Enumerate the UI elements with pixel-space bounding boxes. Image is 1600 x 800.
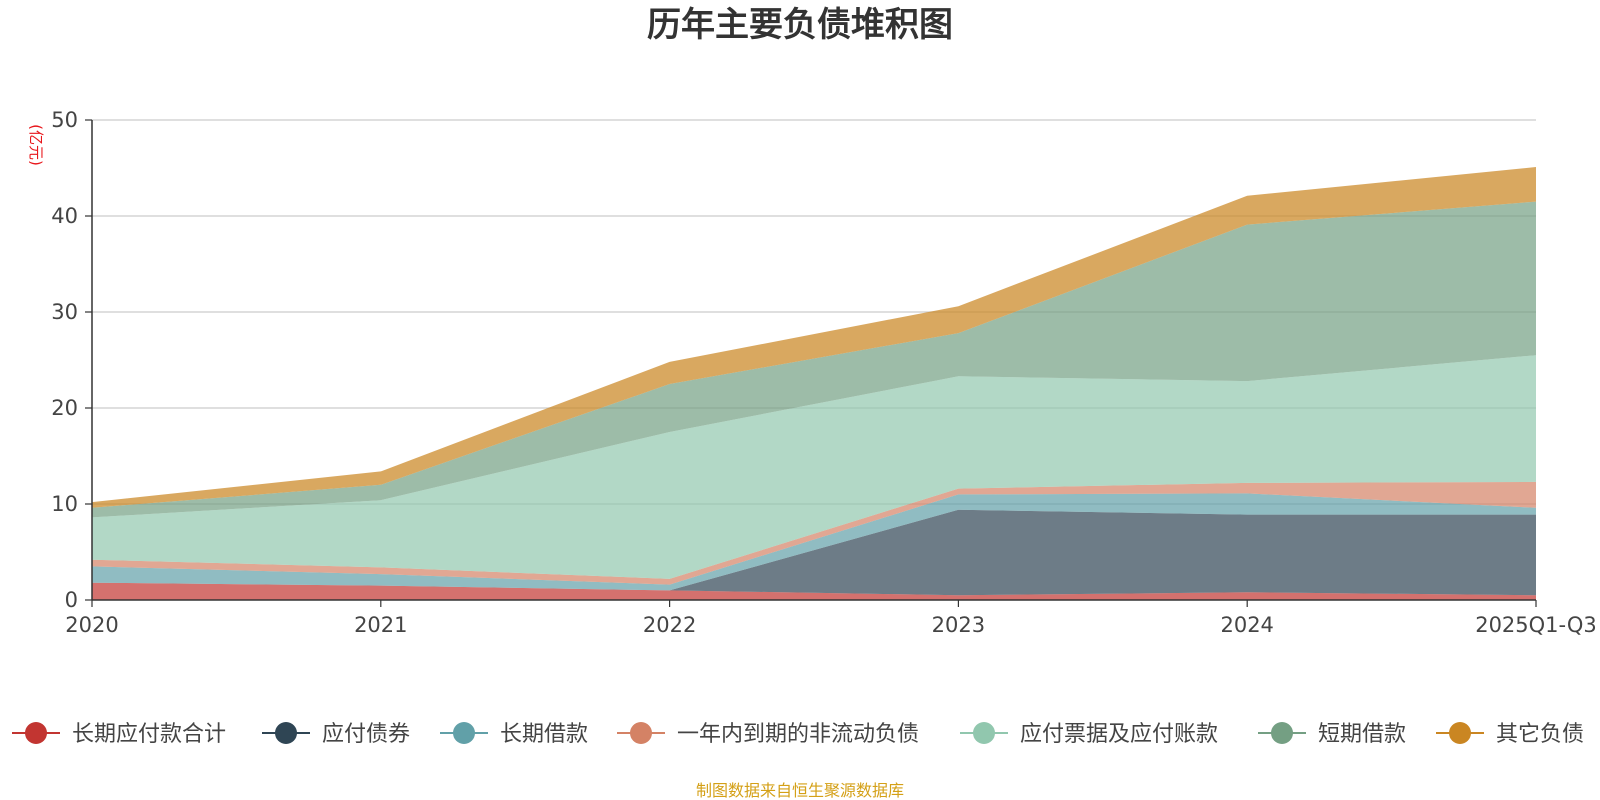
legend-marker xyxy=(1449,722,1471,744)
legend-label: 长期借款 xyxy=(500,722,588,747)
area-3[interactable] xyxy=(92,481,1536,585)
legend-marker xyxy=(1271,722,1293,744)
legend-item[interactable]: 长期借款 xyxy=(440,722,588,747)
y-axis-unit: (亿元) xyxy=(27,124,45,166)
area-series xyxy=(92,167,1536,600)
area-5[interactable] xyxy=(92,201,1536,518)
x-tick-label: 2020 xyxy=(65,613,118,637)
area-6[interactable] xyxy=(92,167,1536,508)
legend-label: 应付债券 xyxy=(322,722,410,747)
axes: 0 10 20 30 40 50 2020 2021 2022 2023 2024 2025Q1-Q3 xyxy=(51,108,1597,637)
y-tick-label: 50 xyxy=(51,108,78,132)
x-tick-label: 2024 xyxy=(1220,613,1273,637)
legend-marker xyxy=(453,722,475,744)
y-tick-label: 10 xyxy=(51,492,78,516)
y-tick-label: 0 xyxy=(65,588,78,612)
x-tick-label: 2023 xyxy=(932,613,985,637)
x-tick-label: 2025Q1-Q3 xyxy=(1475,613,1597,637)
legend-marker xyxy=(630,722,652,744)
area-4[interactable] xyxy=(92,355,1536,579)
x-tick-label: 2021 xyxy=(354,613,407,637)
source-note: 制图数据来自恒生聚源数据库 xyxy=(696,781,904,800)
legend-item[interactable]: 长期应付款合计 xyxy=(12,722,226,747)
legend-item[interactable]: 应付债券 xyxy=(262,722,410,747)
y-tick-label: 40 xyxy=(51,204,78,228)
area-0[interactable] xyxy=(92,582,1536,600)
legend-item[interactable]: 短期借款 xyxy=(1258,722,1406,747)
legend-item[interactable]: 一年内到期的非流动负债 xyxy=(617,722,919,747)
area-1[interactable] xyxy=(92,509,1536,596)
x-tick-label: 2022 xyxy=(643,613,696,637)
y-tick-label: 30 xyxy=(51,300,78,324)
chart-title: 历年主要负债堆积图 xyxy=(647,5,953,45)
legend-item[interactable]: 应付票据及应付账款 xyxy=(960,722,1218,747)
legend-label: 一年内到期的非流动负债 xyxy=(677,722,919,747)
legend[interactable]: 长期应付款合计 应付债券 长期借款 一年内到期的非流动负债 应付票据及应付账款 短期借款 其… xyxy=(12,722,1584,747)
legend-marker xyxy=(275,722,297,744)
legend-item[interactable]: 其它负债 xyxy=(1436,722,1584,747)
legend-label: 短期借款 xyxy=(1318,722,1406,747)
legend-label: 其它负债 xyxy=(1496,722,1584,747)
legend-marker xyxy=(973,722,995,744)
legend-label: 长期应付款合计 xyxy=(72,722,226,747)
area-2[interactable] xyxy=(92,493,1536,591)
y-tick-label: 20 xyxy=(51,396,78,420)
legend-marker xyxy=(25,722,47,744)
legend-label: 应付票据及应付账款 xyxy=(1020,722,1218,747)
